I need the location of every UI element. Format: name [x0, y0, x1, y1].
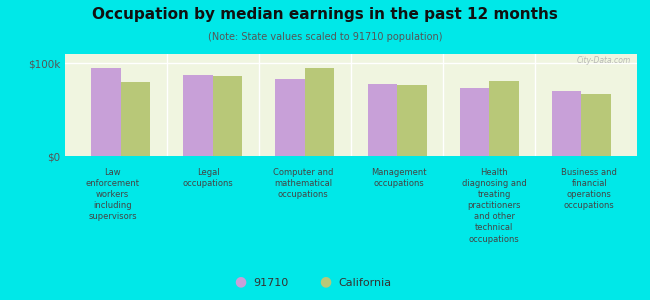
Bar — [460, 88, 489, 156]
Text: ●: ● — [235, 274, 246, 288]
Text: Computer and
mathematical
occupations: Computer and mathematical occupations — [273, 168, 333, 199]
Bar — [305, 68, 334, 156]
Bar — [213, 76, 242, 156]
Text: ●: ● — [319, 274, 331, 288]
Bar — [120, 82, 150, 156]
Text: Health
diagnosing and
treating
practitioners
and other
technical
occupations: Health diagnosing and treating practitio… — [462, 168, 526, 244]
Text: Law
enforcement
workers
including
supervisors: Law enforcement workers including superv… — [86, 168, 140, 221]
Text: Business and
financial
operations
occupations: Business and financial operations occupa… — [562, 168, 618, 210]
Bar — [276, 79, 305, 156]
Text: Management
occupations: Management occupations — [371, 168, 426, 188]
Bar — [368, 84, 397, 156]
Bar — [582, 94, 611, 156]
Text: California: California — [338, 278, 391, 288]
Bar — [91, 68, 120, 156]
Bar — [183, 75, 213, 156]
Text: (Note: State values scaled to 91710 population): (Note: State values scaled to 91710 popu… — [208, 32, 442, 41]
Bar — [552, 91, 582, 156]
Text: City-Data.com: City-Data.com — [577, 56, 631, 65]
Text: 91710: 91710 — [254, 278, 289, 288]
Bar — [489, 81, 519, 156]
Text: Legal
occupations: Legal occupations — [183, 168, 233, 188]
Bar — [397, 85, 426, 156]
Text: Occupation by median earnings in the past 12 months: Occupation by median earnings in the pas… — [92, 8, 558, 22]
